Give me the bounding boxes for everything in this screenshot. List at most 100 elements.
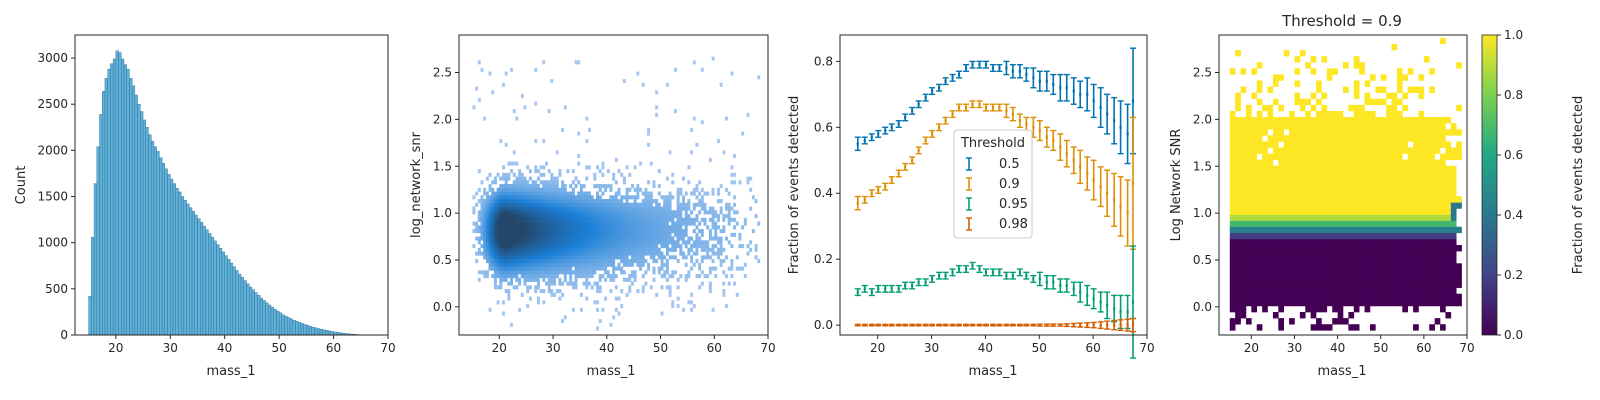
density-cell bbox=[582, 266, 586, 271]
density-cell bbox=[515, 236, 519, 241]
density-cell bbox=[526, 240, 530, 245]
density-cell bbox=[574, 270, 578, 275]
density-cell bbox=[561, 266, 565, 271]
density-cell bbox=[520, 270, 524, 275]
density-cell bbox=[507, 251, 511, 256]
density-cell bbox=[641, 236, 645, 241]
heatmap-cell bbox=[1364, 110, 1371, 118]
density-cell bbox=[501, 251, 505, 256]
density-cell bbox=[534, 199, 538, 204]
density-cell bbox=[566, 251, 570, 256]
heatmap-cell bbox=[1434, 263, 1441, 270]
density-cell bbox=[528, 184, 532, 189]
heatmap-cell bbox=[1364, 159, 1371, 167]
heatmap-cell bbox=[1278, 147, 1284, 154]
heatmap-cell bbox=[1380, 123, 1387, 130]
heatmap-cell bbox=[1245, 153, 1252, 160]
density-cell bbox=[547, 214, 551, 219]
density-cell bbox=[628, 274, 632, 279]
heatmap-cell bbox=[1229, 165, 1236, 173]
density-cell bbox=[682, 255, 686, 260]
density-cell bbox=[553, 244, 557, 249]
density-cell bbox=[520, 191, 524, 196]
heatmap-cell bbox=[1332, 251, 1338, 258]
density-cell bbox=[520, 187, 524, 192]
density-cell bbox=[496, 244, 500, 249]
heatmap-cell bbox=[1440, 177, 1446, 185]
density-cell bbox=[542, 240, 546, 245]
density-cell bbox=[534, 247, 538, 252]
density-cell bbox=[609, 251, 613, 256]
heatmap-cell bbox=[1440, 37, 1446, 45]
density-cell bbox=[555, 255, 559, 260]
density-cell bbox=[569, 281, 573, 286]
density-cell bbox=[708, 255, 712, 260]
heatmap-cell bbox=[1272, 293, 1279, 301]
heatmap-cell bbox=[1240, 226, 1247, 234]
heatmap-cell bbox=[1434, 318, 1441, 325]
density-cell bbox=[639, 247, 643, 252]
heatmap-cell bbox=[1456, 281, 1462, 288]
density-cell bbox=[682, 307, 686, 312]
density-cell bbox=[585, 232, 589, 237]
density-cell bbox=[510, 214, 514, 219]
density-cell bbox=[606, 169, 610, 174]
x-tick-label: 20 bbox=[1244, 341, 1259, 355]
density-cell bbox=[596, 285, 600, 290]
density-cell bbox=[499, 259, 503, 264]
heatmap-cell bbox=[1396, 98, 1403, 106]
density-cell bbox=[499, 195, 503, 200]
heatmap-cell bbox=[1272, 202, 1279, 209]
heatmap-cell bbox=[1445, 129, 1452, 136]
heatmap-cell bbox=[1332, 318, 1338, 325]
density-cell bbox=[660, 210, 664, 215]
density-cell bbox=[528, 259, 532, 264]
heatmap-cell bbox=[1396, 281, 1403, 288]
heatmap-cell bbox=[1299, 202, 1306, 209]
density-cell bbox=[574, 195, 578, 200]
heatmap-cell bbox=[1380, 299, 1387, 307]
density-cell bbox=[531, 180, 535, 185]
heatmap-cell bbox=[1289, 153, 1295, 160]
density-cell bbox=[501, 221, 505, 226]
density-cell bbox=[606, 270, 610, 275]
heatmap-cell bbox=[1445, 214, 1452, 221]
heatmap-cell bbox=[1440, 287, 1446, 295]
density-cell bbox=[510, 232, 514, 237]
density-cell bbox=[644, 221, 648, 226]
density-cell bbox=[528, 277, 532, 282]
density-cell bbox=[671, 229, 675, 234]
heatmap-cell bbox=[1369, 275, 1376, 282]
heatmap-cell bbox=[1332, 147, 1338, 154]
density-cell bbox=[536, 281, 540, 286]
heatmap-cell bbox=[1299, 177, 1306, 185]
density-cell bbox=[606, 244, 610, 249]
density-cell bbox=[510, 262, 514, 267]
heatmap-cell bbox=[1305, 117, 1311, 124]
heatmap-cell bbox=[1310, 293, 1317, 301]
density-cell bbox=[518, 180, 522, 185]
heatmap-cell bbox=[1450, 220, 1457, 228]
density-cell bbox=[644, 232, 648, 237]
density-cell bbox=[614, 255, 618, 260]
density-cell bbox=[657, 266, 661, 271]
density-cell bbox=[633, 244, 637, 249]
density-cell bbox=[679, 187, 683, 192]
heatmap-cell bbox=[1235, 263, 1241, 270]
density-cell bbox=[749, 247, 753, 252]
density-cell bbox=[647, 199, 651, 204]
heatmap-cell bbox=[1278, 184, 1284, 191]
density-cell bbox=[553, 199, 557, 204]
density-cell bbox=[472, 221, 476, 226]
density-cell bbox=[520, 214, 524, 219]
density-cell bbox=[499, 285, 503, 290]
heatmap-cell bbox=[1256, 117, 1263, 124]
heatmap-cell bbox=[1332, 305, 1338, 313]
heatmap-cell bbox=[1245, 287, 1252, 295]
density-cell bbox=[609, 221, 613, 226]
density-cell bbox=[523, 232, 527, 237]
density-cell bbox=[531, 210, 535, 215]
heatmap-cell bbox=[1359, 184, 1365, 191]
heatmap-cell bbox=[1294, 68, 1301, 75]
density-cell bbox=[652, 277, 656, 282]
